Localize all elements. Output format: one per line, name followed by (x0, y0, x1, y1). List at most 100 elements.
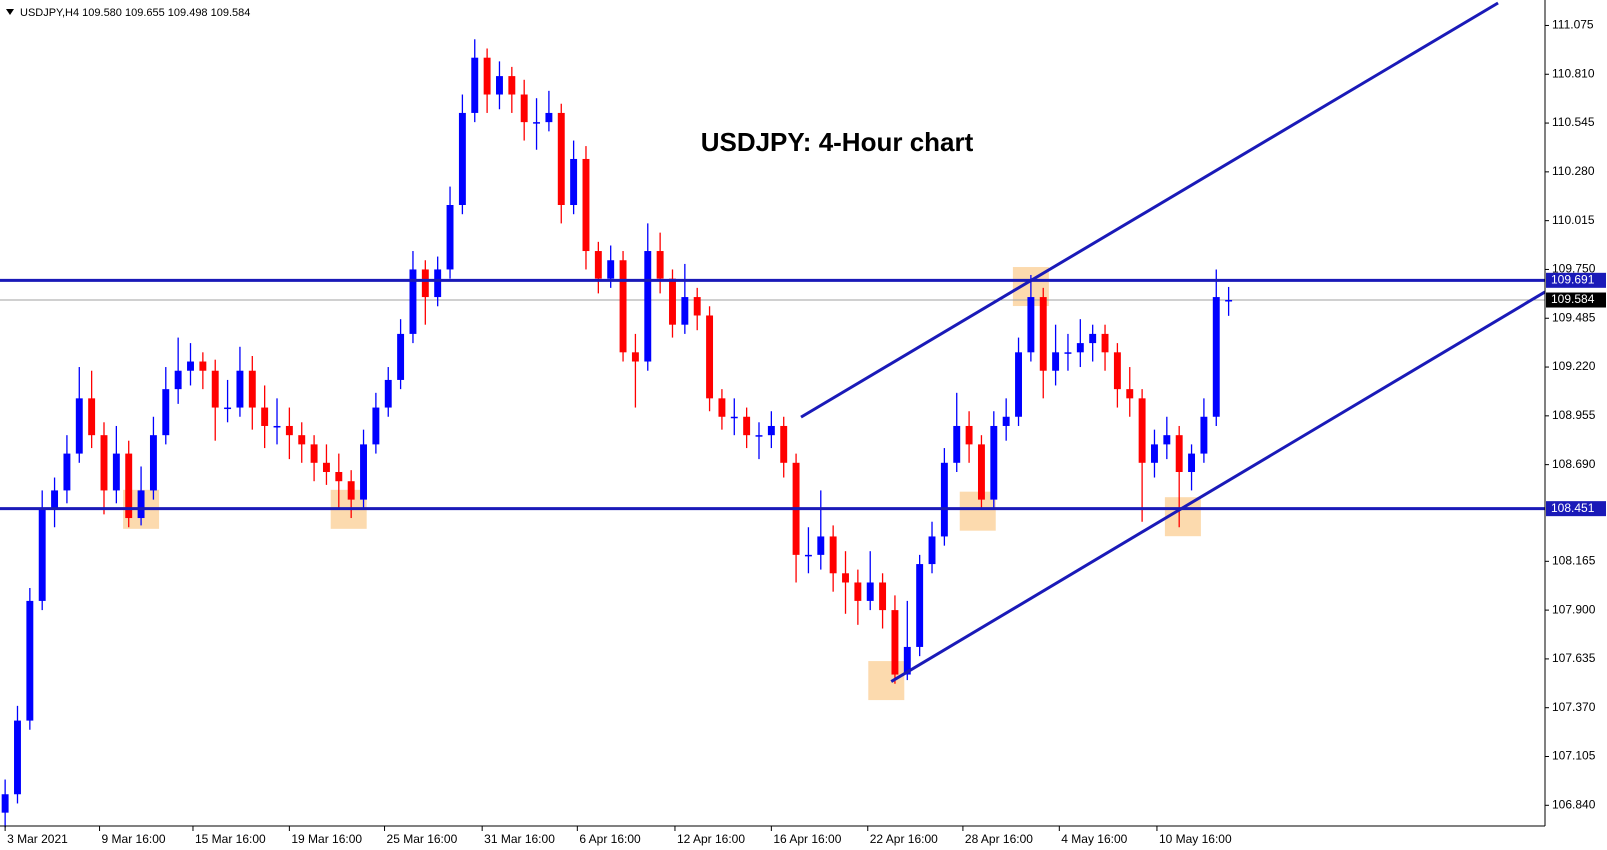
candle-body (1015, 352, 1022, 417)
candle-body (14, 720, 21, 795)
candle-body (1188, 453, 1196, 473)
chart-header: USDJPY,H4 109.580 109.655 109.498 109.58… (20, 7, 250, 19)
x-tick-label: 9 Mar 16:00 (102, 832, 166, 846)
x-tick-label: 25 Mar 16:00 (387, 832, 458, 846)
trend-line (800, 1, 1499, 419)
candle-body (879, 582, 887, 611)
candle-body (1039, 297, 1047, 371)
candle-body (693, 297, 701, 316)
level-label: 109.691 (1551, 272, 1595, 286)
candle-body (434, 269, 442, 298)
x-tick-label: 19 Mar 16:00 (291, 832, 362, 846)
candle-body (335, 472, 343, 482)
highlight-box (1164, 497, 1201, 537)
candle-body (421, 269, 429, 298)
candle-body (903, 646, 911, 675)
candle-body (607, 260, 615, 279)
candle-body (273, 425, 281, 428)
candle-body (582, 158, 590, 252)
candle-body (75, 398, 83, 454)
y-tick-label: 109.220 (1552, 359, 1596, 373)
y-tick-label: 111.075 (1552, 18, 1594, 32)
candle-body (1175, 435, 1183, 473)
candle-body (88, 398, 96, 436)
candle-body (656, 251, 664, 279)
candle-body (483, 57, 491, 95)
y-tick-label: 110.015 (1552, 213, 1595, 227)
y-tick-label: 108.955 (1552, 408, 1596, 422)
candle-body (1089, 333, 1097, 344)
candle-body (149, 435, 157, 491)
candle-body (261, 407, 269, 426)
candle-body (804, 554, 812, 557)
candle-body (211, 370, 219, 408)
candle-layer (1, 39, 1233, 828)
candle-body (1200, 416, 1208, 454)
candle-body (1151, 444, 1158, 463)
candle-body (310, 444, 318, 463)
candle-body (298, 435, 306, 445)
candle-body (51, 490, 59, 509)
y-tick-label: 107.900 (1552, 602, 1596, 616)
candle-body (236, 370, 244, 408)
candle-body (557, 112, 565, 206)
y-tick-label: 110.280 (1552, 164, 1595, 178)
level-label-box (1546, 501, 1606, 517)
candle-body (508, 76, 516, 95)
candle-body (1076, 343, 1084, 353)
candle-body (446, 205, 454, 270)
y-tick-label: 109.485 (1552, 310, 1596, 324)
candle-body (644, 251, 652, 362)
y-tick-label: 107.105 (1552, 749, 1596, 763)
y-tick-label: 110.545 (1552, 115, 1595, 129)
candle-body (916, 564, 924, 647)
candle-body (706, 315, 714, 399)
candle-body (730, 416, 738, 419)
candle-body (718, 398, 726, 417)
candle-body (248, 370, 256, 408)
candle-body (1126, 389, 1134, 399)
candle-body (1027, 297, 1035, 353)
current-price-box (1546, 292, 1606, 308)
y-tick-label: 109.750 (1552, 262, 1596, 276)
candle-body (1052, 352, 1060, 371)
x-tick-label: 6 Apr 16:00 (579, 832, 641, 846)
candle-body (1, 794, 9, 813)
x-tick-label: 15 Mar 16:00 (195, 832, 266, 846)
candle-body (743, 416, 751, 436)
candle-body (1212, 297, 1220, 417)
y-tick-label: 106.840 (1552, 797, 1596, 811)
trend-line (890, 290, 1546, 683)
x-tick-label: 12 Apr 16:00 (677, 832, 745, 846)
y-tick-label: 110.810 (1552, 66, 1595, 80)
candle-body (545, 112, 553, 123)
candle-body (496, 76, 503, 95)
candle-body (631, 352, 639, 362)
y-tick-label: 108.165 (1552, 553, 1596, 567)
candle-body (533, 122, 541, 124)
candle-body (520, 94, 528, 123)
annotation-layer (0, 1, 1546, 683)
candle-body (1113, 352, 1121, 390)
x-tick-label: 31 Mar 16:00 (484, 832, 555, 846)
candle-body (854, 582, 862, 601)
chart-title: USDJPY: 4-Hour chart (701, 127, 974, 157)
candle-body (669, 278, 676, 325)
highlight-box (959, 491, 996, 531)
candle-body (100, 435, 108, 491)
candle-body (63, 453, 71, 491)
candle-body (360, 444, 367, 500)
candle-body (125, 453, 133, 519)
candle-body (471, 57, 479, 113)
candle-body (681, 297, 689, 325)
x-tick-label: 28 Apr 16:00 (965, 832, 1033, 846)
candle-body (928, 536, 936, 565)
x-tick-label: 22 Apr 16:00 (870, 832, 938, 846)
y-tick-label: 107.635 (1552, 651, 1596, 665)
candle-body (829, 536, 837, 574)
candle-body (755, 435, 763, 437)
candle-body (866, 582, 874, 601)
candle-body (1225, 300, 1233, 302)
candle-body (224, 407, 232, 410)
candle-body (977, 444, 985, 500)
